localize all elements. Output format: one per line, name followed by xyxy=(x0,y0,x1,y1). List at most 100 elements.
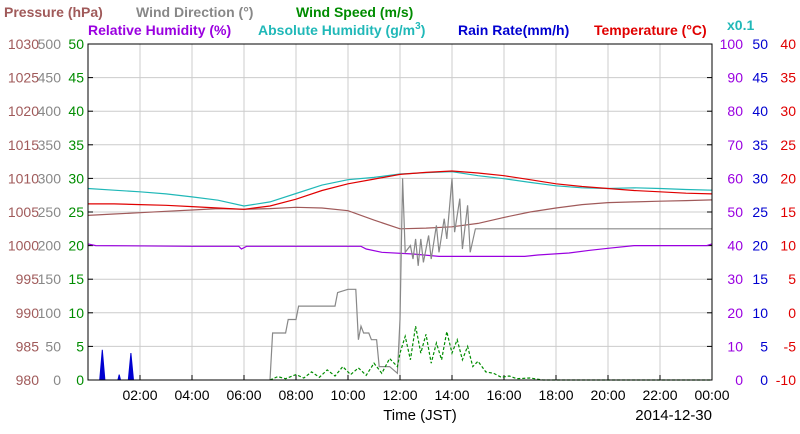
y-tick-label-rain: 5 xyxy=(760,338,768,354)
y-tick-label-wind-speed: 0 xyxy=(76,372,84,388)
y-tick-label-pressure: 1000 xyxy=(8,238,39,254)
x-tick-label: 00:00 xyxy=(694,387,729,403)
y-tick-label-wind-dir: 350 xyxy=(38,137,62,153)
series-lines xyxy=(87,170,713,381)
y-tick-label-temperature: 40 xyxy=(780,36,796,52)
series-wind-dir xyxy=(269,178,712,381)
x-tick-label: 06:00 xyxy=(226,387,261,403)
y-tick-label-humidity: 30 xyxy=(727,271,743,287)
y-tick-label-temperature: -10 xyxy=(776,372,796,388)
y-tick-label-wind-dir: 500 xyxy=(38,36,62,52)
y-tick-label-humidity: 0 xyxy=(735,372,743,388)
y-tick-label-temperature: 5 xyxy=(788,271,796,287)
y-tick-label-temperature: 15 xyxy=(780,204,796,220)
y-tick-label-rain: 15 xyxy=(752,271,768,287)
legend-scale-note: x0.1 xyxy=(727,17,754,33)
x-tick-label: 22:00 xyxy=(642,387,677,403)
y-tick-label-wind-dir: 300 xyxy=(38,170,62,186)
x-tick-label: 12:00 xyxy=(382,387,417,403)
y-tick-label-wind-dir: 250 xyxy=(38,204,62,220)
y-tick-label-humidity: 60 xyxy=(727,170,743,186)
x-tick-label: 02:00 xyxy=(122,387,157,403)
legend-wind-direction: Wind Direction (°) xyxy=(136,4,253,20)
x-tick-label: 10:00 xyxy=(330,387,365,403)
series-pressure xyxy=(87,199,713,230)
y-tick-label-wind-speed: 35 xyxy=(68,137,84,153)
legend-abs-humidity-exp: 3 xyxy=(415,21,421,32)
x-axis: 02:00 04:00 06:00 08:00 10:00 12:00 14:00 16:00… xyxy=(122,375,730,403)
y-tick-label-pressure: 985 xyxy=(16,338,40,354)
y-tick-label-humidity: 100 xyxy=(720,36,744,52)
series-temperature xyxy=(88,170,713,210)
y-tick-label-pressure: 1020 xyxy=(8,103,39,119)
y-tick-label-humidity: 40 xyxy=(727,238,743,254)
y-tick-label-rain: 35 xyxy=(752,137,768,153)
y-tick-label-temperature: -5 xyxy=(784,338,797,354)
x-tick-label: 18:00 xyxy=(538,387,573,403)
y-tick-label-wind-speed: 50 xyxy=(68,36,84,52)
y-tick-label-humidity: 50 xyxy=(727,204,743,220)
y-tick-label-rain: 20 xyxy=(752,238,768,254)
x-tick-label: 08:00 xyxy=(278,387,313,403)
y-tick-label-humidity: 90 xyxy=(727,70,743,86)
y-axes: 9809859909951000100510101015102010251030… xyxy=(8,36,796,388)
y-tick-label-pressure: 1005 xyxy=(8,204,39,220)
y-tick-label-rain: 0 xyxy=(760,372,768,388)
legend-relative-humidity: Relative Humidity (%) xyxy=(88,22,231,38)
x-tick-label: 14:00 xyxy=(434,387,469,403)
y-tick-label-wind-speed: 10 xyxy=(68,305,84,321)
y-tick-label-wind-speed: 5 xyxy=(76,338,84,354)
y-tick-label-wind-dir: 50 xyxy=(45,338,61,354)
y-tick-label-rain: 45 xyxy=(752,70,768,86)
y-tick-label-rain: 30 xyxy=(752,170,768,186)
legend-abs-humidity-suffix: ) xyxy=(421,22,426,38)
y-tick-label-temperature: 30 xyxy=(780,103,796,119)
y-tick-label-temperature: 25 xyxy=(780,137,796,153)
series-humidity xyxy=(87,243,713,257)
y-tick-label-wind-speed: 40 xyxy=(68,103,84,119)
y-tick-label-wind-dir: 200 xyxy=(38,238,62,254)
y-tick-label-wind-speed: 20 xyxy=(68,238,84,254)
series-wind-speed xyxy=(269,326,712,381)
x-axis-title: Time (JST) xyxy=(383,407,457,424)
date-label: 2014-12-30 xyxy=(635,407,712,424)
y-tick-label-temperature: 35 xyxy=(780,70,796,86)
legend-wind-speed: Wind Speed (m/s) xyxy=(296,4,413,20)
y-tick-label-pressure: 995 xyxy=(16,271,40,287)
y-tick-label-wind-speed: 25 xyxy=(68,204,84,220)
legend-rain-rate: Rain Rate(mm/h) xyxy=(458,22,569,38)
y-tick-label-rain: 25 xyxy=(752,204,768,220)
y-tick-label-rain: 50 xyxy=(752,36,768,52)
x-tick-label: 16:00 xyxy=(486,387,521,403)
y-tick-label-pressure: 1030 xyxy=(8,36,39,52)
y-tick-label-pressure: 990 xyxy=(16,305,40,321)
legend-absolute-humidity: Absolute Humidity (g/m3) xyxy=(258,21,425,38)
legend-abs-humidity-prefix: Absolute Humidity (g/m xyxy=(258,22,415,38)
y-tick-label-wind-dir: 150 xyxy=(38,271,62,287)
legend-pressure: Pressure (hPa) xyxy=(4,4,103,20)
y-tick-label-temperature: 20 xyxy=(780,170,796,186)
y-tick-label-humidity: 70 xyxy=(727,137,743,153)
y-tick-label-wind-speed: 15 xyxy=(68,271,84,287)
y-tick-label-humidity: 20 xyxy=(727,305,743,321)
y-tick-label-humidity: 80 xyxy=(727,103,743,119)
y-tick-label-wind-dir: 100 xyxy=(38,305,62,321)
y-tick-label-temperature: 0 xyxy=(788,305,796,321)
y-tick-label-humidity: 10 xyxy=(727,338,743,354)
y-tick-label-wind-dir: 450 xyxy=(38,70,62,86)
y-tick-label-rain: 40 xyxy=(752,103,768,119)
grid xyxy=(88,44,712,380)
y-tick-label-pressure: 980 xyxy=(16,372,40,388)
y-tick-label-pressure: 1015 xyxy=(8,137,39,153)
y-tick-label-temperature: 10 xyxy=(780,238,796,254)
y-tick-label-wind-speed: 30 xyxy=(68,170,84,186)
y-tick-label-wind-dir: 0 xyxy=(53,372,61,388)
y-tick-label-rain: 10 xyxy=(752,305,768,321)
y-tick-label-wind-speed: 45 xyxy=(68,70,84,86)
plot-frame xyxy=(87,43,713,381)
legend-temperature: Temperature (°C) xyxy=(594,22,707,38)
y-tick-label-wind-dir: 400 xyxy=(38,103,62,119)
y-tick-label-pressure: 1010 xyxy=(8,170,39,186)
x-tick-label: 04:00 xyxy=(174,387,209,403)
